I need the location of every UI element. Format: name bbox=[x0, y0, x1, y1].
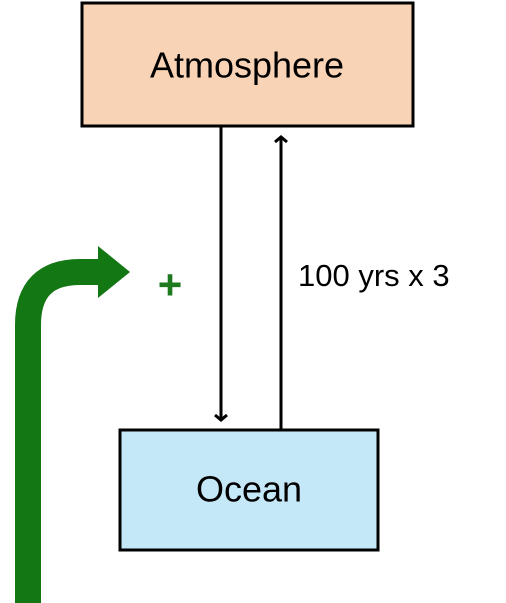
sign: + bbox=[158, 261, 183, 308]
ocean-label: Ocean bbox=[196, 469, 302, 510]
ocean-box bbox=[118, 428, 380, 552]
edge-label: 100 yrs x 3 bbox=[298, 258, 450, 293]
feedback-arrowhead bbox=[98, 246, 130, 298]
feedback-arrow bbox=[14, 259, 100, 603]
atmosphere-label: Atmosphere bbox=[150, 45, 344, 86]
atmosphere-box bbox=[80, 1, 415, 128]
